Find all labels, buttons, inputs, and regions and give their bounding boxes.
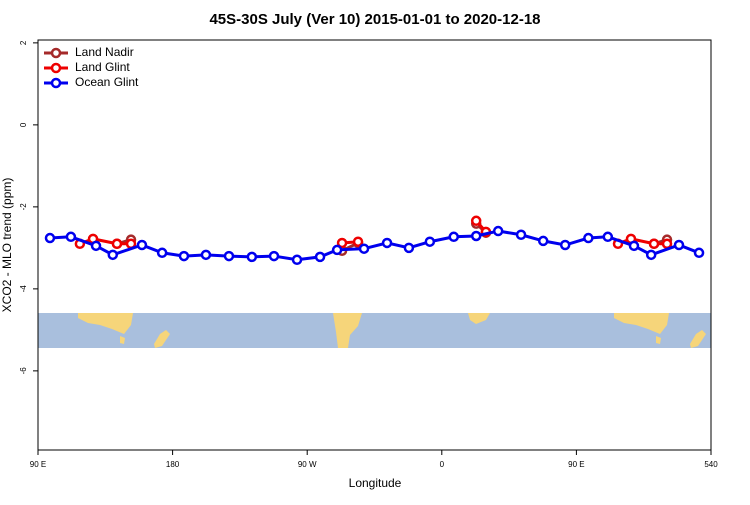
legend-marker: [50, 62, 62, 74]
series-line: [116, 222, 668, 253]
point: [537, 235, 549, 247]
series-line: [79, 219, 668, 246]
point: [515, 229, 527, 240]
point: [583, 232, 594, 244]
land: [468, 313, 490, 324]
y-tick-label: 0: [19, 122, 28, 127]
y-tick-label: -6: [19, 367, 28, 375]
point: [90, 240, 102, 252]
series-line: [49, 229, 700, 262]
point: [291, 254, 303, 266]
x-axis-label: Longitude: [349, 476, 402, 490]
point: [314, 251, 326, 263]
map-band: [38, 313, 711, 348]
point: [111, 238, 123, 250]
point: [358, 243, 370, 254]
point: [559, 239, 571, 251]
point: [693, 247, 705, 259]
land: [690, 330, 706, 348]
point: [107, 249, 119, 261]
point: [448, 231, 460, 243]
point: [648, 238, 660, 250]
point: [246, 251, 258, 263]
x-tick-label: 0: [440, 460, 445, 469]
plot-frame: [37, 39, 712, 451]
point: [470, 230, 482, 242]
y-tick-label: 2: [19, 40, 28, 45]
land: [78, 313, 133, 334]
legend-label: Land Glint: [75, 60, 130, 74]
land: [120, 336, 125, 344]
point: [602, 231, 614, 243]
land: [614, 313, 669, 334]
x-tick-label: 90 E: [568, 460, 584, 469]
land: [154, 330, 170, 348]
point: [156, 247, 168, 259]
legend-marker: [50, 47, 62, 59]
point: [136, 239, 148, 251]
point: [424, 236, 436, 247]
point: [661, 238, 673, 250]
point: [65, 231, 77, 243]
point: [223, 250, 235, 262]
point: [403, 242, 415, 254]
point: [352, 236, 364, 247]
y-tick-label: -4: [19, 285, 28, 293]
point: [381, 237, 393, 249]
y-tick-label: -2: [19, 203, 28, 211]
x-tick-label: 540: [704, 460, 718, 469]
y-axis-label: XCO2 - MLO trend (ppm): [0, 178, 14, 313]
point: [44, 232, 56, 244]
point: [331, 244, 343, 256]
point: [673, 239, 685, 251]
point: [470, 215, 482, 227]
chart-title: 45S-30S July (Ver 10) 2015-01-01 to 2020…: [209, 11, 540, 28]
legend-label: Land Nadir: [75, 45, 134, 59]
x-tick-label: 180: [166, 460, 180, 469]
point: [628, 240, 640, 252]
point: [200, 249, 212, 261]
legend-label: Ocean Glint: [75, 75, 139, 89]
legend-marker: [50, 77, 62, 89]
point: [336, 237, 348, 249]
ocean-band: [38, 313, 711, 348]
point: [492, 225, 504, 237]
point: [268, 250, 280, 262]
x-tick-label: 90 E: [30, 460, 46, 469]
point: [645, 249, 657, 261]
point: [178, 250, 190, 262]
x-tick-label: 90 W: [298, 460, 317, 469]
land: [656, 336, 661, 344]
land: [333, 313, 362, 348]
